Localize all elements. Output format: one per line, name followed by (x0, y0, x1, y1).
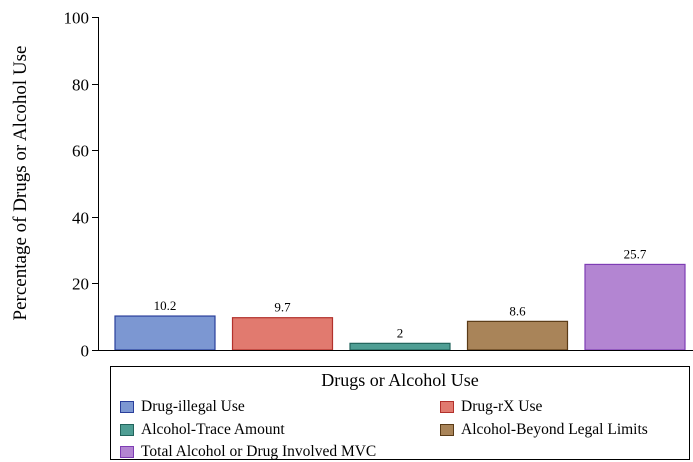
legend-swatch (440, 424, 454, 436)
y-axis-label: Percentage of Drugs or Alcohol Use (10, 46, 31, 321)
legend-item-drug-rx: Drug-rX Use (440, 397, 542, 417)
y-tick-label: 80 (72, 76, 89, 95)
bar (349, 342, 451, 351)
legend-item-alcohol-beyond: Alcohol-Beyond Legal Limits (440, 420, 648, 440)
legend-swatch (120, 446, 134, 458)
bar-value-label: 10.2 (154, 298, 177, 313)
legend-label: Alcohol-Trace Amount (141, 421, 285, 438)
legend-swatch (440, 401, 454, 413)
legend-item-alcohol-trace: Alcohol-Trace Amount (120, 420, 285, 440)
bar-value-label: 25.7 (624, 246, 647, 261)
bar-value-labels: 10.2 9.7 2 8.6 25.7 (154, 246, 647, 340)
legend-item-drug-illegal: Drug-illegal Use (120, 397, 245, 417)
bar-value-label: 8.6 (509, 303, 526, 318)
legend-swatch (120, 401, 134, 413)
y-axis-ticks: 0 20 40 60 80 100 (64, 9, 98, 361)
y-tick-label: 0 (81, 342, 90, 361)
bar-value-label: 9.7 (274, 300, 291, 315)
legend-swatch (120, 424, 134, 436)
bar (231, 317, 334, 351)
legend-label: Alcohol-Beyond Legal Limits (461, 421, 648, 438)
legend-title: Drugs or Alcohol Use (321, 370, 479, 390)
y-tick-label: 20 (72, 275, 89, 294)
bars (114, 263, 686, 351)
y-tick-label: 40 (72, 209, 89, 228)
legend-label: Total Alcohol or Drug Involved MVC (141, 443, 377, 460)
bar (114, 315, 216, 351)
bar (466, 320, 569, 351)
y-tick-label: 60 (72, 142, 89, 161)
bar-value-label: 2 (397, 325, 404, 340)
legend-item-total: Total Alcohol or Drug Involved MVC (120, 442, 376, 462)
legend-label: Drug-illegal Use (141, 398, 245, 415)
bar (584, 263, 686, 351)
y-tick-label: 100 (64, 9, 90, 28)
legend-label: Drug-rX Use (461, 398, 543, 415)
legend: Drugs or Alcohol Use Drug-illegal Use Dr… (110, 366, 690, 460)
